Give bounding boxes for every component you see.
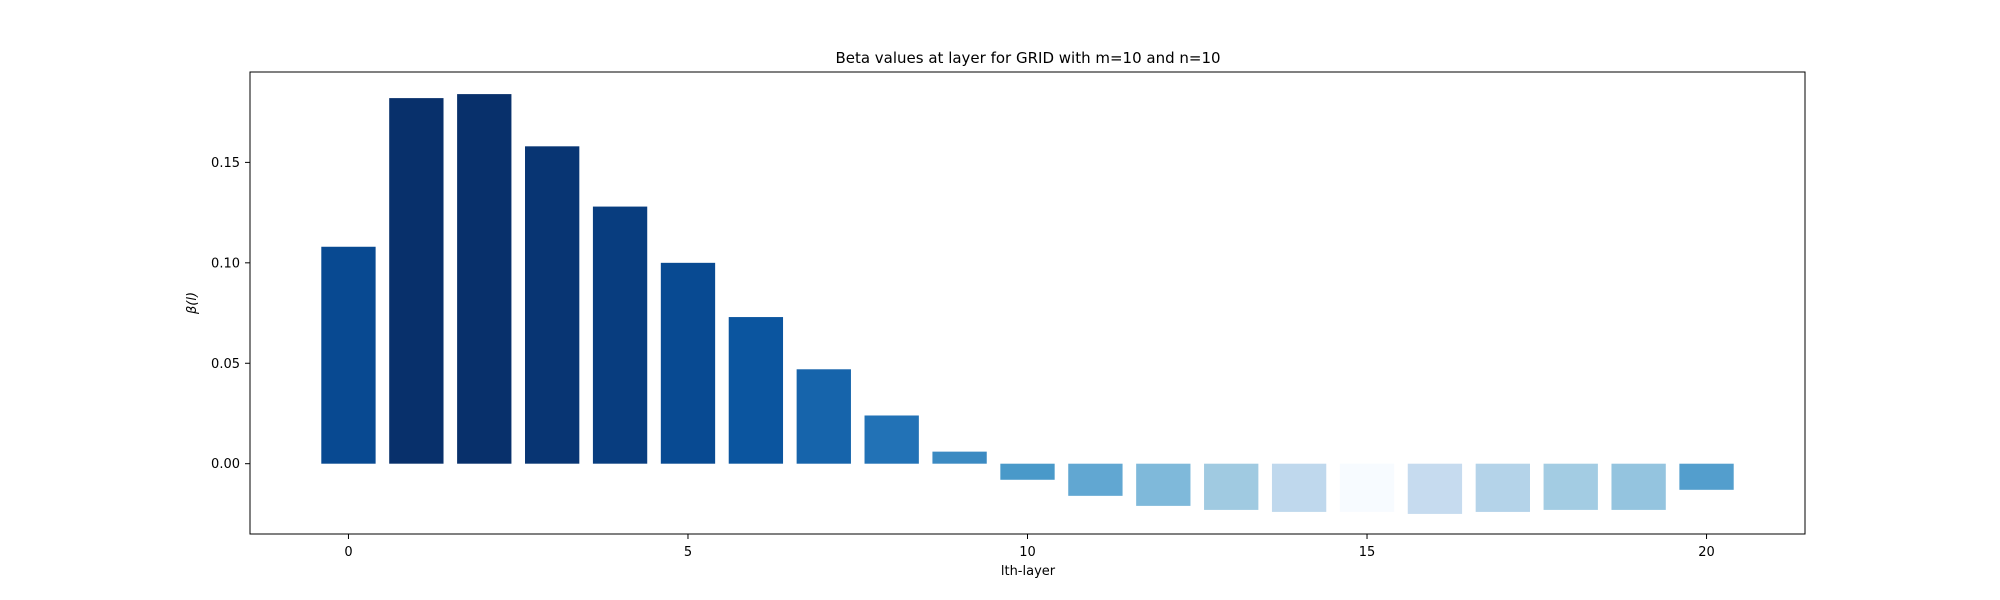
x-axis: 0 5 10 15 20 — [344, 534, 1715, 560]
bar-layer-1 — [389, 98, 444, 464]
bar-layer-20 — [1679, 463, 1734, 490]
x-tick-label: 0 — [344, 545, 352, 560]
y-tick-label: 0.10 — [211, 256, 240, 271]
x-tick-label: 20 — [1698, 545, 1715, 560]
bar-layer-18 — [1543, 463, 1598, 510]
x-axis-label: lth-layer — [1001, 564, 1056, 579]
bar-layer-3 — [525, 146, 580, 464]
x-tick-label: 5 — [684, 545, 692, 560]
bar-layer-11 — [1068, 463, 1123, 496]
bar-layer-16 — [1407, 463, 1463, 514]
bar-layer-9 — [932, 451, 987, 464]
x-tick-label: 15 — [1359, 545, 1376, 560]
bar-layer-13 — [1204, 463, 1259, 510]
chart-title: Beta values at layer for GRID with m=10 … — [835, 49, 1220, 67]
bar-layer-2 — [457, 94, 512, 464]
y-tick-label: 0.15 — [211, 156, 240, 171]
bar-layer-7 — [796, 369, 851, 464]
y-axis: 0.00 0.05 0.10 0.15 — [211, 156, 250, 472]
bar-layer-8 — [864, 415, 919, 464]
y-tick-label: 0.05 — [211, 357, 240, 372]
bar-layer-14 — [1271, 463, 1327, 512]
bar-layer-4 — [592, 206, 648, 464]
bars-group — [321, 94, 1734, 514]
bar-layer-10 — [1000, 463, 1055, 480]
bar-layer-0 — [321, 246, 376, 464]
y-tick-label: 0.00 — [211, 457, 240, 472]
bar-layer-12 — [1136, 463, 1191, 506]
bar-layer-15 — [1339, 463, 1395, 512]
bar-layer-19 — [1611, 463, 1666, 510]
bar-layer-5 — [660, 262, 716, 464]
bar-layer-6 — [728, 317, 784, 464]
bar-layer-17 — [1475, 463, 1530, 512]
y-axis-label: β(l) — [185, 292, 200, 315]
x-tick-label: 10 — [1019, 545, 1036, 560]
